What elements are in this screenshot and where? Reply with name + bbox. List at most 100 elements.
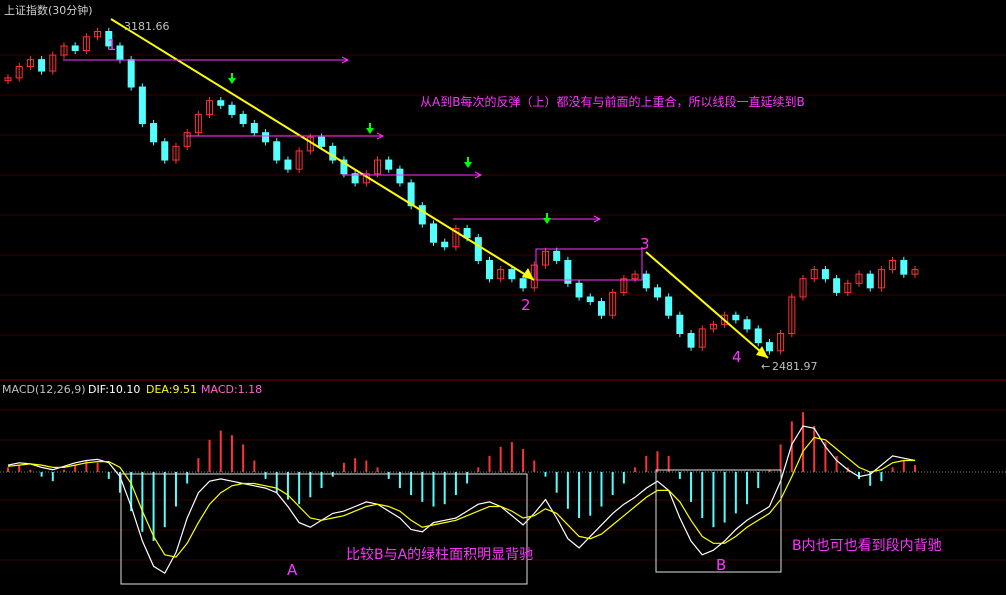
candle-body [49, 54, 57, 72]
trend-line-1-2 [110, 18, 535, 281]
candle-body [385, 159, 393, 170]
candle-body [844, 282, 852, 293]
macd-dif-legend: DIF:10.10 [88, 383, 141, 396]
candle-body [665, 296, 673, 316]
candle-body [799, 278, 807, 298]
candle-body [452, 228, 460, 248]
candle-body [71, 45, 79, 52]
point-1-label: 1 [107, 36, 117, 54]
candle-body [676, 314, 684, 334]
candle-body [586, 296, 594, 303]
candle-body [519, 278, 527, 289]
low-price-label: 2481.97 [772, 360, 818, 373]
candle-body [497, 269, 505, 280]
candle-body [4, 77, 12, 82]
candle-body [183, 132, 191, 147]
candle-body [284, 159, 292, 170]
region-a-box [120, 473, 528, 585]
candle-body [150, 123, 158, 143]
macd-value-legend: MACD:1.18 [201, 383, 263, 396]
candle-body [194, 113, 202, 134]
candle-body [553, 250, 561, 261]
candle-body [250, 123, 258, 134]
candle-body [541, 250, 549, 266]
candle-body [687, 332, 695, 348]
point-4-label: 4 [732, 348, 742, 366]
candle-body [508, 269, 516, 280]
point-2-label: 2 [521, 296, 531, 314]
candle-body [709, 323, 717, 330]
candle-body [418, 205, 426, 225]
candle-body [821, 269, 829, 280]
dea-line [7, 436, 915, 558]
candle-body [866, 273, 874, 289]
candle-body [318, 136, 326, 147]
candle-body [743, 319, 751, 330]
candle-body [374, 159, 382, 175]
macd-title: MACD(12,26,9) [2, 383, 86, 396]
candle-body [911, 269, 919, 275]
candle-body [777, 332, 785, 352]
trend-arrowhead-2 [522, 268, 534, 280]
candle-body [485, 259, 493, 280]
candle-body [217, 100, 225, 106]
candle-body [206, 100, 214, 115]
level-arrowhead [341, 56, 350, 64]
candle-body [474, 237, 482, 261]
candle-body [407, 182, 415, 207]
candle-body [38, 59, 46, 72]
level-arrowhead [376, 132, 385, 140]
rebound-marker-head [543, 218, 551, 224]
candle-body [754, 328, 762, 344]
rebound-marker-head [366, 128, 374, 134]
trend-arrowhead-4 [756, 346, 768, 358]
candle-body [82, 36, 90, 52]
box-a-label: A [287, 561, 298, 579]
candle-body [889, 259, 897, 271]
candle-body [642, 273, 650, 289]
trend-note: 从A到B每次的反弹（上）都没有与前面的上重合，所以线段一直延续到B [420, 95, 805, 109]
low-price-arrow-icon: ← [761, 360, 771, 373]
rebound-marker-head [464, 162, 472, 168]
candle-body [172, 145, 180, 161]
candle-body [262, 132, 270, 143]
candle-body [900, 259, 908, 275]
candle-body [788, 296, 796, 334]
chart-title: 上证指数(30分钟) [4, 4, 93, 17]
candle-body [340, 159, 348, 175]
candle-body [430, 223, 438, 243]
candle-body [116, 45, 124, 61]
candle-body [765, 342, 773, 352]
high-price-label: 3181.66 [124, 20, 170, 33]
candle-body [732, 314, 740, 321]
candle-body [138, 86, 146, 125]
candle-body [877, 269, 885, 289]
inside-note: B内也可也看到段内背驰 [792, 538, 942, 554]
region-b-box [655, 469, 782, 573]
candle-body [26, 59, 34, 67]
candle-body [228, 104, 236, 115]
candle-body [855, 273, 863, 284]
candle-body [396, 168, 404, 184]
point-3-label: 3 [640, 235, 650, 253]
compare-note: 比较B与A的绿柱面积明显背驰 [346, 547, 534, 563]
candle-body [833, 278, 841, 293]
box-b-label: B [716, 556, 727, 574]
trend-line-3-4 [645, 251, 769, 359]
candle-body [351, 173, 359, 184]
candle-body [597, 301, 605, 316]
dif-line [7, 425, 916, 575]
candle-body [105, 30, 113, 47]
candle-body [161, 141, 169, 161]
level-arrowhead [474, 171, 483, 179]
candle-body [810, 269, 818, 280]
candle-body [653, 287, 661, 298]
candle-body [631, 273, 639, 280]
macd-dea-legend: DEA:9.51 [146, 383, 197, 396]
candle-body [620, 278, 628, 293]
candle-body [564, 259, 572, 284]
candle-body [295, 150, 303, 170]
candle-body [441, 241, 449, 248]
